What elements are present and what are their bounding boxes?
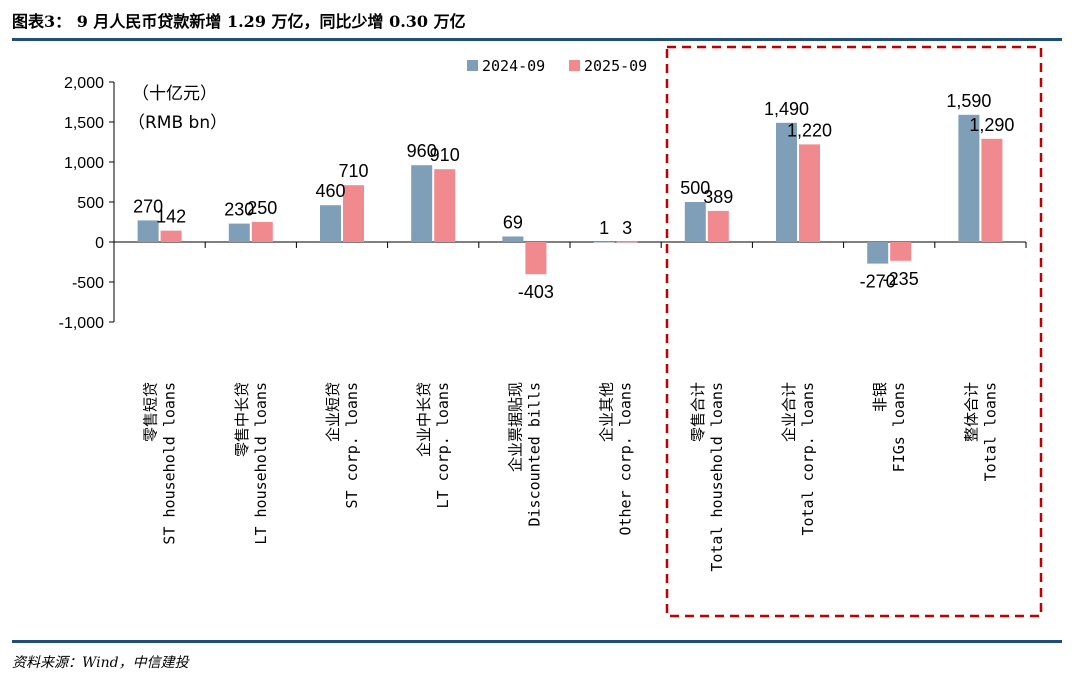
data-label: 270 <box>133 196 163 216</box>
data-label: 69 <box>503 212 523 232</box>
bar-2024-09-1 <box>228 223 250 242</box>
bar-2024-09-0 <box>137 220 159 242</box>
category-label-cn: 整体合计 <box>962 382 980 442</box>
category-label-en: LT corp. loans <box>434 382 452 508</box>
data-label: 1,590 <box>946 91 991 111</box>
bar-2024-09-9 <box>958 114 980 242</box>
y-tick-label: -1,000 <box>59 315 104 332</box>
data-label: 1,220 <box>787 120 832 140</box>
data-label: 230 <box>224 200 254 220</box>
axis-layer: 2,000 1,500 1,000 500 0 -500 -1,000 （十亿元） （RMB b… <box>59 75 1027 572</box>
bar-2024-09-6 <box>684 202 706 242</box>
data-label: 1,290 <box>969 115 1014 135</box>
category-label-cn: 非银 <box>871 382 889 412</box>
legend-label-2025: 2025-09 <box>584 57 647 75</box>
data-label: 710 <box>338 161 368 181</box>
bar-2024-09-7 <box>776 122 797 242</box>
bar-2024-09-4 <box>502 236 524 242</box>
category-label-en: ST household loans <box>161 382 179 545</box>
bar-2025-09-9 <box>981 138 1003 242</box>
category-label-cn: 零售合计 <box>689 382 707 442</box>
figure-title: 图表3： 9 月人民币贷款新增 1.29 万亿，同比少增 0.30 万亿 <box>12 12 466 31</box>
y-tick-label: 0 <box>95 235 104 252</box>
legend-layer: 2024-09 2025-09 <box>467 57 647 75</box>
bar-2024-09-5 <box>593 241 615 243</box>
bar-2025-09-5 <box>616 241 638 243</box>
data-label: -235 <box>883 269 919 289</box>
category-label-group: 企业短贷 ST corp. loans <box>324 382 361 508</box>
highlight-layer <box>665 45 1043 618</box>
data-label: 250 <box>247 198 277 218</box>
data-label: 142 <box>156 207 186 227</box>
y-tick-label: 1,000 <box>64 155 104 172</box>
data-label: 1 <box>599 218 609 238</box>
bar-chart: 2,000 1,500 1,000 500 0 -500 -1,000 （十亿元） （RMB b… <box>59 45 1043 618</box>
category-label-group: 企业合计 Total corp. loans <box>780 382 817 536</box>
category-label-group: 企业票据贴现 Discounted bills <box>506 382 543 527</box>
category-label-group: 零售中长贷 LT household loans <box>233 382 270 545</box>
y-tick-label: -500 <box>72 275 104 292</box>
category-label-cn: 企业其他 <box>598 382 616 442</box>
data-label: -270 <box>860 272 896 292</box>
category-label-cn: 企业合计 <box>780 382 798 442</box>
bar-2025-09-1 <box>251 222 273 242</box>
bar-2024-09-8 <box>867 242 889 264</box>
category-label-group: 零售合计 Total household loans <box>689 382 726 572</box>
bar-2024-09-3 <box>411 165 433 242</box>
category-label-group: 非银 FIGs loans <box>871 382 908 472</box>
figure-source: 资料来源：Wind，中信建投 <box>12 655 189 671</box>
category-label-en: Discounted bills <box>525 382 543 527</box>
category-label-group: 企业中长贷 LT corp. loans <box>415 382 452 508</box>
category-label-group: 整体合计 Total loans <box>962 382 999 481</box>
category-label-en: FIGs loans <box>890 382 908 472</box>
category-label-group: 零售短贷 ST household loans <box>142 382 179 545</box>
category-label-cn: 企业中长贷 <box>415 382 433 457</box>
category-label-cn: 零售短贷 <box>142 382 160 442</box>
legend-swatch-2024 <box>467 60 478 71</box>
legend-label-2024: 2024-09 <box>482 57 545 75</box>
bar-2025-09-2 <box>343 185 364 242</box>
category-label-en: Total household loans <box>708 382 726 572</box>
category-label-cn: 零售中长贷 <box>233 382 251 457</box>
bar-2024-09-2 <box>320 205 341 242</box>
category-label-group: 企业其他 Other corp. loans <box>598 382 635 536</box>
category-label-en: Total corp. loans <box>799 382 817 536</box>
data-label: 960 <box>407 141 437 161</box>
category-label-en: ST corp. loans <box>343 382 361 508</box>
category-label-en: Total loans <box>981 382 999 481</box>
data-label: 910 <box>430 145 460 165</box>
y-tick-label: 500 <box>77 195 104 212</box>
data-label: -403 <box>518 282 554 302</box>
bar-2025-09-0 <box>160 230 182 242</box>
bar-2025-09-4 <box>525 242 547 275</box>
data-label: 1,490 <box>764 99 809 119</box>
unit-label-cn: （十亿元） <box>132 84 217 104</box>
unit-label-en: （RMB bn） <box>128 113 227 133</box>
title-rule <box>12 38 1062 41</box>
y-tick-label: 2,000 <box>64 75 104 92</box>
bar-2025-09-6 <box>707 210 729 242</box>
category-label-en: Other corp. loans <box>617 382 635 536</box>
data-label: 460 <box>315 181 345 201</box>
bar-layer <box>137 114 1003 275</box>
category-label-en: LT household loans <box>252 382 270 545</box>
source-rule <box>12 640 1062 643</box>
data-label: 500 <box>680 178 710 198</box>
highlight-box <box>665 45 1043 618</box>
category-label-cn: 企业票据贴现 <box>506 382 524 472</box>
bar-2025-09-8 <box>890 242 912 261</box>
bar-2025-09-7 <box>799 144 820 242</box>
bar-2025-09-3 <box>434 169 456 242</box>
category-label-cn: 企业短贷 <box>324 382 342 442</box>
y-tick-label: 1,500 <box>64 115 104 132</box>
legend-swatch-2025 <box>569 60 580 71</box>
data-label: 389 <box>703 187 733 207</box>
data-label: 3 <box>622 218 632 238</box>
